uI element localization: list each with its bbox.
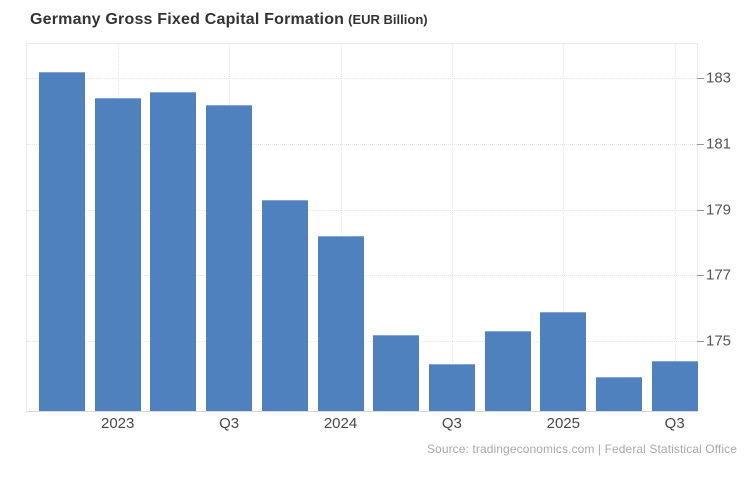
bar-2024-Q1[interactable] (317, 236, 364, 411)
x-tick-label: Q3 (664, 415, 685, 432)
y-tick-mark (697, 209, 704, 211)
y-gridline (27, 78, 697, 80)
x-gridline (451, 44, 453, 411)
bar-2022-Q4[interactable] (39, 71, 85, 411)
plot-area (26, 43, 698, 412)
x-tick-label: 2024 (323, 415, 358, 432)
bar-2025-Q2[interactable] (596, 377, 642, 411)
bar-2024-Q4[interactable] (484, 331, 531, 411)
y-tick-label: 179 (706, 201, 732, 219)
bar-2023-Q2[interactable] (150, 91, 197, 411)
bar-2024-Q2[interactable] (373, 334, 420, 411)
x-tick-label: 2025 (546, 415, 580, 432)
y-gridline (27, 144, 697, 146)
y-tick-label: 181 (706, 135, 732, 153)
y-tick-label: 177 (706, 266, 732, 284)
y-gridline (27, 209, 697, 211)
bar-2025-Q3[interactable] (651, 360, 698, 411)
source-credit: Source: tradingeconomics.com | Federal S… (426, 442, 737, 456)
bar-2023-Q3[interactable] (206, 104, 253, 411)
y-tick-mark (697, 275, 704, 277)
x-gridline (674, 44, 676, 411)
bar-2025-Q1[interactable] (540, 311, 587, 411)
chart-header: Germany Gross Fixed Capital Formation (EU… (30, 11, 428, 29)
x-gridline (340, 44, 342, 411)
y-tick-mark (697, 78, 704, 80)
y-tick-label: 175 (706, 332, 732, 350)
x-tick-label: Q3 (441, 415, 462, 432)
x-tick-label: Q3 (219, 415, 240, 432)
x-gridline (563, 44, 565, 411)
y-tick-mark (697, 341, 704, 343)
chart-title: Germany Gross Fixed Capital Formation (30, 11, 345, 28)
x-tick-label: 2023 (101, 415, 135, 432)
y-tick-label: 183 (706, 69, 732, 87)
y-tick-mark (697, 144, 704, 146)
bar-2023-Q1[interactable] (94, 98, 141, 411)
bar-2023-Q4[interactable] (261, 199, 308, 411)
chart-subtitle: (EUR Billion) (348, 12, 428, 27)
bar-2024-Q3[interactable] (428, 364, 475, 411)
